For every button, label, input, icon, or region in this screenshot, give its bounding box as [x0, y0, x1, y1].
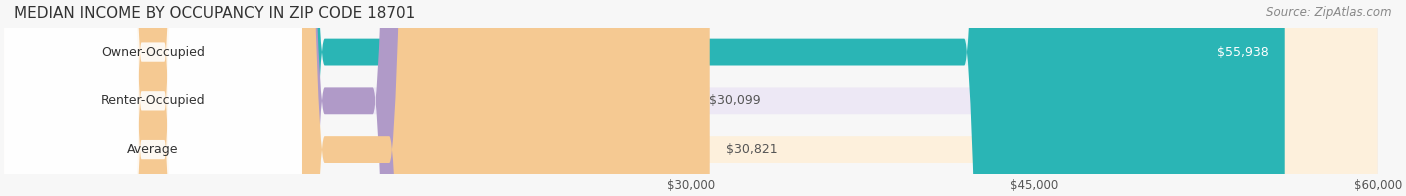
Text: MEDIAN INCOME BY OCCUPANCY IN ZIP CODE 18701: MEDIAN INCOME BY OCCUPANCY IN ZIP CODE 1…: [14, 6, 415, 21]
FancyBboxPatch shape: [4, 0, 1285, 196]
Text: $30,821: $30,821: [725, 143, 778, 156]
Text: Renter-Occupied: Renter-Occupied: [101, 94, 205, 107]
Text: Source: ZipAtlas.com: Source: ZipAtlas.com: [1267, 6, 1392, 19]
FancyBboxPatch shape: [4, 0, 302, 196]
FancyBboxPatch shape: [4, 0, 302, 196]
FancyBboxPatch shape: [4, 0, 1378, 196]
Text: Owner-Occupied: Owner-Occupied: [101, 45, 205, 59]
FancyBboxPatch shape: [4, 0, 710, 196]
FancyBboxPatch shape: [4, 0, 1378, 196]
FancyBboxPatch shape: [4, 0, 693, 196]
Text: Average: Average: [127, 143, 179, 156]
Text: $30,099: $30,099: [709, 94, 761, 107]
Text: $55,938: $55,938: [1218, 45, 1268, 59]
FancyBboxPatch shape: [4, 0, 1378, 196]
FancyBboxPatch shape: [4, 0, 302, 196]
